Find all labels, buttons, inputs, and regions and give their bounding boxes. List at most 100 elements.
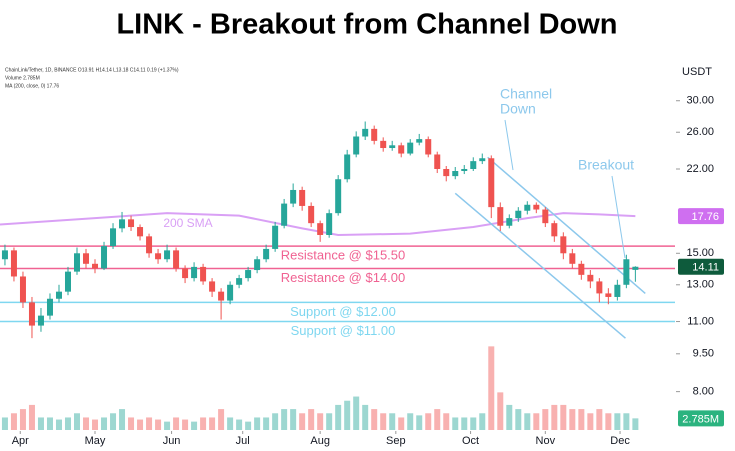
candle-body xyxy=(596,281,603,294)
candle-body xyxy=(281,203,288,226)
candle-body xyxy=(524,204,531,211)
volume-bar xyxy=(596,409,603,430)
volume-bar xyxy=(1,417,8,430)
volume-bar xyxy=(470,417,477,430)
pointer xyxy=(611,175,626,259)
volume-bar xyxy=(173,417,180,430)
volume-bar xyxy=(119,409,126,430)
pointer xyxy=(504,119,514,171)
price-tag-label: 17.76 xyxy=(691,211,719,223)
volume-bar xyxy=(281,409,288,430)
sma-label: 200 SMA xyxy=(163,216,212,230)
candle-body xyxy=(560,236,567,254)
volume-bar xyxy=(560,404,567,430)
volume-bar xyxy=(137,419,144,430)
level-label: Support @ $11.00 xyxy=(291,323,396,338)
candle-body xyxy=(416,139,423,143)
candle-body xyxy=(551,223,558,237)
volume-bar xyxy=(326,413,333,430)
volume-bar xyxy=(497,392,504,430)
volume-bar xyxy=(380,413,387,430)
sma-line xyxy=(0,212,636,236)
volume-bar xyxy=(209,417,216,430)
candle-body xyxy=(290,189,297,204)
info-line: MA (200, close, 0) 17.76 xyxy=(5,83,59,89)
chart-title: LINK - Breakout from Channel Down xyxy=(116,9,617,41)
volume-bar xyxy=(479,413,486,430)
level-label: Resistance @ $15.50 xyxy=(281,248,406,263)
volume-bar xyxy=(10,413,17,430)
candle-body xyxy=(209,281,216,292)
channel-label: Channel xyxy=(500,86,552,102)
y-tick-label: 26.00 xyxy=(686,126,714,138)
volume-bar xyxy=(587,413,594,430)
candle-body xyxy=(137,227,144,237)
candle-body xyxy=(425,139,432,155)
candle-body xyxy=(506,218,513,226)
candle-body xyxy=(101,246,108,269)
volume-bar xyxy=(191,421,198,430)
volume-bar xyxy=(533,413,540,430)
volume-bar xyxy=(19,409,26,430)
volume-bar xyxy=(263,417,270,430)
candle-body xyxy=(461,168,468,172)
info-line: Volume 2.785M xyxy=(5,75,40,81)
x-tick-label: Dec xyxy=(610,435,630,447)
x-tick-label: Sep xyxy=(386,435,406,447)
volume-bar xyxy=(110,413,117,430)
candle-body xyxy=(371,128,378,141)
candle-body xyxy=(344,154,351,180)
candle-body xyxy=(299,189,306,206)
volume-bar xyxy=(515,409,522,430)
volume-bar xyxy=(632,418,639,430)
candle-body xyxy=(218,291,225,301)
volume-bar xyxy=(182,419,189,430)
level-label: Support @ $12.00 xyxy=(290,304,396,319)
volume-bar xyxy=(614,413,621,430)
price-tag xyxy=(678,410,724,427)
candle-body xyxy=(389,145,396,149)
candle-body xyxy=(164,250,171,260)
y-tick-label: 11.00 xyxy=(687,315,714,327)
candle-body xyxy=(479,158,486,162)
volume-bar xyxy=(101,417,108,430)
candle-body xyxy=(227,284,234,301)
volume-bar xyxy=(146,417,153,430)
candle-body xyxy=(245,270,252,279)
candle-body xyxy=(37,315,44,326)
y-tick-label: 13.00 xyxy=(686,279,714,291)
volume-bar xyxy=(425,413,432,430)
candle-body xyxy=(146,236,153,254)
candle-body xyxy=(74,253,81,272)
volume-bar xyxy=(236,419,243,430)
candle-body xyxy=(110,228,117,247)
candle-body xyxy=(533,204,540,210)
volume-bar xyxy=(272,413,279,430)
candle-body xyxy=(362,128,369,137)
y-tick-label: 30.00 xyxy=(686,95,714,107)
volume-bar xyxy=(551,404,558,430)
candle-body xyxy=(83,253,90,264)
volume-bar xyxy=(578,409,585,430)
candle-body xyxy=(623,259,630,285)
candle-body xyxy=(200,266,207,282)
candle-body xyxy=(407,142,414,154)
price-tag-label: 2.785M xyxy=(682,413,719,425)
candle-body xyxy=(542,209,549,224)
volume-bar xyxy=(452,417,459,430)
volume-bar xyxy=(335,404,342,430)
volume-bar xyxy=(443,413,450,430)
candle-body xyxy=(569,253,576,264)
candle-body xyxy=(326,213,333,235)
volume-bar xyxy=(389,413,396,430)
volume-bar xyxy=(92,419,99,430)
candle-body xyxy=(587,274,594,282)
channel-line xyxy=(487,156,646,294)
candle-body xyxy=(55,291,62,299)
candle-body xyxy=(263,248,270,260)
candle-body xyxy=(46,298,53,316)
candle-body xyxy=(173,250,180,269)
candle-body xyxy=(434,154,441,169)
volume-bar xyxy=(200,417,207,430)
y-tick-label: 22.00 xyxy=(686,163,714,175)
